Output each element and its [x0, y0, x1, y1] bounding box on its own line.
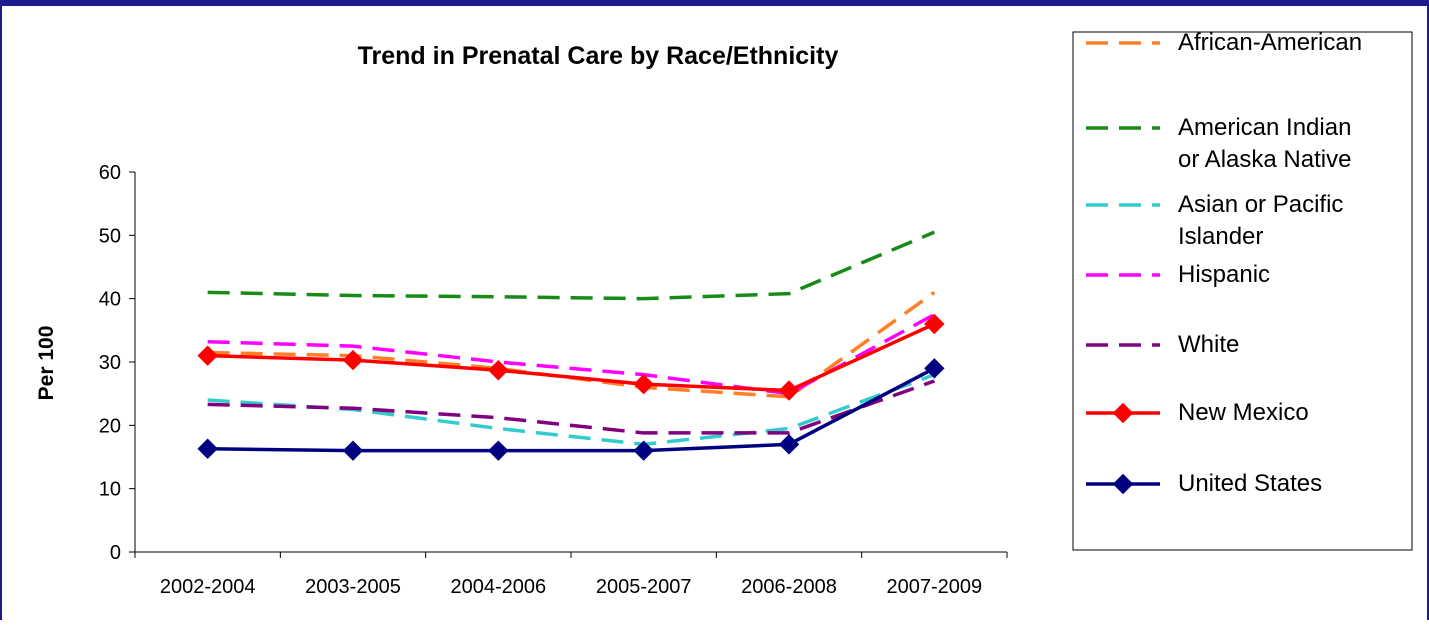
x-tick-label: 2005-2007 [596, 576, 692, 598]
x-tick-label: 2007-2009 [887, 576, 983, 598]
y-tick-label: 40 [99, 289, 121, 311]
legend-label: American Indian [1178, 114, 1351, 141]
data-point-new-mexico [488, 360, 509, 381]
series-layer [197, 230, 945, 461]
legend-item-white: White [1086, 331, 1239, 358]
data-point-united-states [924, 358, 945, 379]
axes: 0 10 20 30 40 50 60 2002-2004 2003-2005 2004-2006… [99, 162, 1008, 598]
y-tick-label: 50 [99, 225, 121, 247]
series-line-asian-or-pacific-islander [207, 373, 935, 447]
legend-box [1072, 31, 1413, 551]
series-line-white [207, 379, 935, 435]
x-tick-label: 2004-2006 [451, 576, 547, 598]
legend: African-American American Indian or Alaska… [1072, 29, 1413, 551]
data-point-new-mexico [924, 313, 945, 335]
legend-marker [1112, 473, 1134, 495]
data-point-united-states [633, 440, 654, 461]
series-united-states [197, 358, 945, 461]
legend-label: United States [1178, 470, 1322, 497]
y-tick-label: 10 [99, 479, 121, 501]
legend-marker [1112, 402, 1134, 424]
chart-title: Trend in Prenatal Care by Race/Ethnicity [358, 42, 839, 70]
data-point-united-states [488, 440, 509, 461]
series-new-mexico [197, 313, 945, 401]
legend-label: White [1178, 331, 1239, 358]
data-point-new-mexico [197, 345, 218, 366]
line-chart: Trend in Prenatal Care by Race/Ethnicity… [35, 29, 1413, 598]
data-point-united-states [778, 434, 800, 455]
legend-item-united-states: United States [1086, 470, 1322, 497]
data-point-new-mexico [633, 373, 654, 395]
legend-item-new-mexico: New Mexico [1086, 399, 1309, 426]
y-tick-label: 0 [110, 542, 121, 564]
legend-item-asian-or-pacific-islander: Asian or Pacific Islander [1086, 191, 1343, 250]
legend-label: Hispanic [1178, 261, 1270, 288]
y-axis-title: Per 100 [35, 326, 58, 401]
legend-label: Islander [1178, 223, 1263, 250]
series-asian-or-pacific-islander [207, 373, 935, 447]
x-tick-label: 2003-2005 [305, 576, 401, 598]
x-tick-label: 2006-2008 [741, 576, 837, 598]
data-point-united-states [342, 440, 364, 461]
legend-item-hispanic: Hispanic [1086, 261, 1270, 288]
series-line-united-states [207, 366, 936, 453]
y-tick-label: 30 [99, 352, 121, 374]
legend-label: Asian or Pacific [1178, 191, 1343, 218]
data-point-new-mexico [342, 349, 364, 371]
legend-item-african-american: African-American [1086, 29, 1362, 56]
data-point-new-mexico [778, 380, 800, 401]
series-line-american-indian-or-alaska-native [207, 230, 936, 301]
legend-label: African-American [1178, 29, 1362, 56]
series-line-new-mexico [207, 322, 936, 393]
series-american-indian-or-alaska-native [207, 230, 936, 301]
y-tick-label: 20 [99, 415, 121, 437]
legend-label: New Mexico [1178, 399, 1309, 426]
y-tick-label: 60 [99, 162, 121, 184]
x-tick-label: 2002-2004 [160, 576, 256, 598]
data-point-united-states [197, 438, 218, 459]
legend-label: or Alaska Native [1178, 146, 1351, 173]
legend-item-american-indian-or-alaska-native: American Indian or Alaska Native [1086, 114, 1351, 173]
series-white [207, 379, 935, 435]
